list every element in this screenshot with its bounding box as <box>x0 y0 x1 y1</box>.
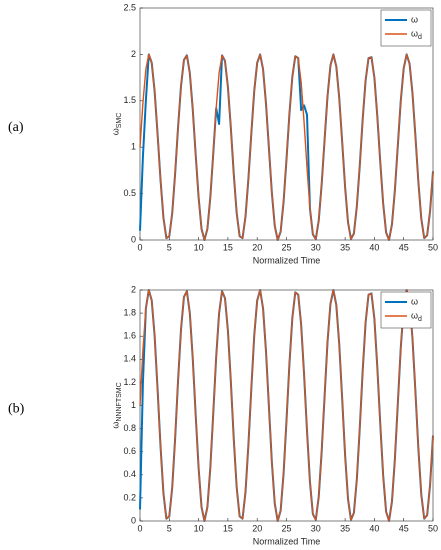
y-tick-label: 0 <box>131 515 136 525</box>
y-tick-label: 1.4 <box>123 354 136 364</box>
panel-label: (a) <box>8 120 24 135</box>
y-tick-label: 2 <box>131 49 136 59</box>
y-axis-label: ωNNNFTSMC <box>110 382 123 428</box>
x-tick-label: 25 <box>281 523 291 533</box>
x-tick-label: 20 <box>252 242 262 252</box>
x-tick-label: 15 <box>223 523 233 533</box>
x-tick-label: 5 <box>167 523 172 533</box>
x-tick-label: 40 <box>369 523 379 533</box>
x-tick-label: 0 <box>137 523 142 533</box>
x-tick-label: 25 <box>281 242 291 252</box>
x-axis-label: Normalized Time <box>253 536 321 546</box>
legend-box <box>380 9 432 47</box>
y-tick-label: 1 <box>131 400 136 410</box>
x-tick-label: 50 <box>428 523 438 533</box>
x-tick-label: 30 <box>311 523 321 533</box>
y-tick-label: 0.4 <box>123 469 136 479</box>
y-tick-label: 1.2 <box>123 377 136 387</box>
legend-label: ω <box>411 14 418 24</box>
y-tick-label: 1.8 <box>123 307 136 317</box>
x-tick-label: 15 <box>223 242 233 252</box>
y-tick-label: 2.5 <box>123 2 136 12</box>
y-tick-label: 1.6 <box>123 331 136 341</box>
y-tick-label: 0.8 <box>123 423 136 433</box>
panel-label: (b) <box>8 402 25 417</box>
series-line <box>139 53 434 241</box>
x-tick-label: 30 <box>311 242 321 252</box>
y-tick-label: 0.2 <box>123 492 136 502</box>
x-tick-label: 35 <box>340 242 350 252</box>
x-tick-label: 5 <box>167 242 172 252</box>
legend-box <box>380 291 432 329</box>
series-line <box>139 289 434 522</box>
legend-label: ω <box>411 296 418 306</box>
x-tick-label: 10 <box>194 242 204 252</box>
legend-label: ωd <box>411 310 422 323</box>
y-tick-label: 1 <box>131 142 136 152</box>
x-tick-label: 45 <box>399 242 409 252</box>
plot-frame <box>139 7 434 241</box>
x-tick-label: 45 <box>399 523 409 533</box>
x-tick-label: 20 <box>252 523 262 533</box>
y-axis-label: ωSMC <box>110 113 123 136</box>
x-tick-label: 0 <box>137 242 142 252</box>
x-tick-label: 50 <box>428 242 438 252</box>
x-tick-label: 10 <box>194 523 204 533</box>
legend-label: ωd <box>411 28 422 41</box>
x-tick-label: 35 <box>340 523 350 533</box>
y-tick-label: 0 <box>131 234 136 244</box>
x-axis-label: Normalized Time <box>253 255 321 265</box>
y-tick-label: 0.6 <box>123 446 136 456</box>
y-tick-label: 2 <box>131 284 136 294</box>
x-tick-label: 40 <box>369 242 379 252</box>
y-tick-label: 1.5 <box>123 95 136 105</box>
y-tick-label: 0.5 <box>123 188 136 198</box>
